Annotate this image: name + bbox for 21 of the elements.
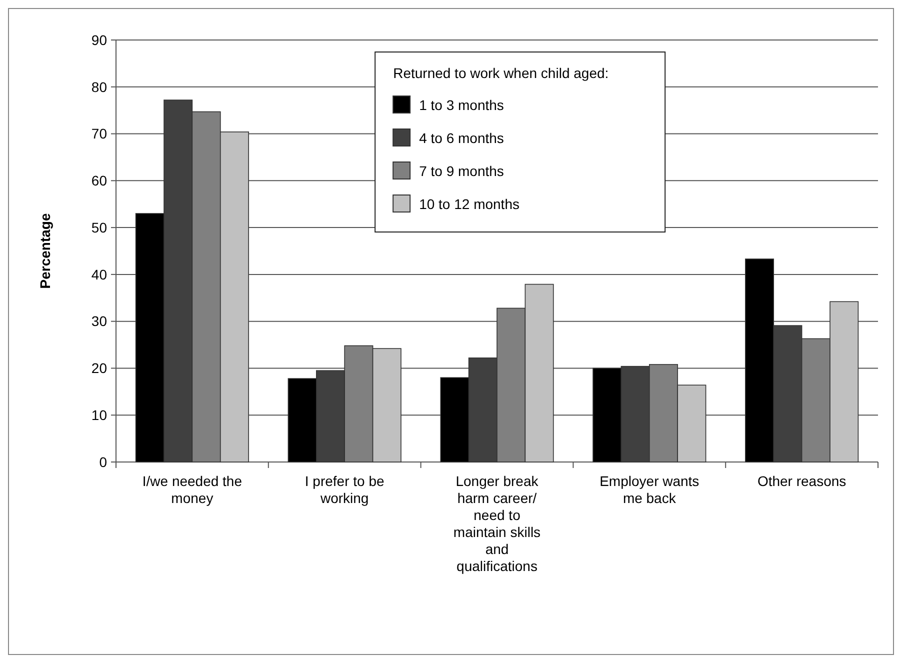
x-tick-label: Other reasons [757, 473, 846, 489]
legend-label: 7 to 9 months [419, 162, 504, 179]
y-tick-label: 70 [91, 126, 108, 142]
x-tick-label: I/we needed the money [142, 473, 242, 506]
y-tick-label: 90 [91, 32, 108, 48]
x-tick-label: Longer break harm career/ need to maintain skills and qualifications [453, 473, 541, 574]
y-tick-label: 20 [91, 360, 108, 376]
y-axis-title: Percentage [37, 213, 53, 289]
y-tick-label: 40 [91, 266, 108, 282]
y-tick-label: 0 [99, 454, 108, 470]
y-tick-label: 50 [91, 219, 108, 236]
legend-label: 1 to 3 months [419, 96, 504, 113]
y-tick-label: 60 [91, 172, 108, 189]
y-tick-label: 80 [91, 78, 108, 95]
legend-label: 4 to 6 months [419, 130, 504, 146]
x-tick-label: Employer wants me back [600, 473, 700, 506]
y-tick-label: 30 [91, 313, 108, 330]
y-tick-label: 10 [91, 407, 108, 424]
legend-label: 10 to 12 months [419, 196, 520, 212]
legend-title: Returned to work when child aged: [393, 65, 609, 81]
x-tick-label: I prefer to be working [304, 473, 384, 506]
